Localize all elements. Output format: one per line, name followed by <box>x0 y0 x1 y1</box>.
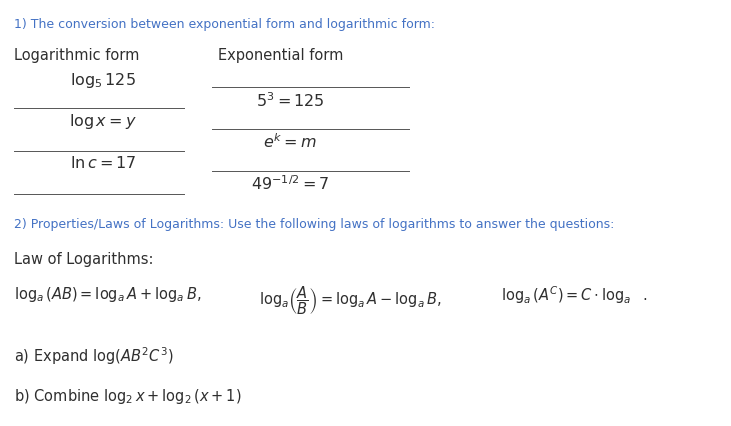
Text: a) Expand $\log(AB^2C^3)$: a) Expand $\log(AB^2C^3)$ <box>15 345 174 366</box>
Text: Exponential form: Exponential form <box>219 48 344 63</box>
Text: $\log_a(AB) = \log_a A + \log_a B,$: $\log_a(AB) = \log_a A + \log_a B,$ <box>15 284 202 303</box>
Text: Logarithmic form: Logarithmic form <box>15 48 140 63</box>
Text: $\ln c = 17$: $\ln c = 17$ <box>69 155 136 170</box>
Text: b) Combine $\log_2 x + \log_2(x+1)$: b) Combine $\log_2 x + \log_2(x+1)$ <box>15 386 242 405</box>
Text: $\log x = y$: $\log x = y$ <box>69 112 137 131</box>
Text: 1) The conversion between exponential form and logarithmic form:: 1) The conversion between exponential fo… <box>15 17 436 31</box>
Text: $\log_a\!\left(\dfrac{A}{B}\right) = \log_a A - \log_a B,$: $\log_a\!\left(\dfrac{A}{B}\right) = \lo… <box>260 284 442 317</box>
Text: $\log_a(A^C) = C \cdot \log_a$  .: $\log_a(A^C) = C \cdot \log_a$ . <box>501 284 647 306</box>
Text: Law of Logarithms:: Law of Logarithms: <box>15 251 154 266</box>
Text: $49^{-1/2} = 7$: $49^{-1/2} = 7$ <box>251 174 329 193</box>
Text: $\log_5 125$: $\log_5 125$ <box>70 71 136 90</box>
Text: 2) Properties/Laws of Logarithms: Use the following laws of logarithms to answer: 2) Properties/Laws of Logarithms: Use th… <box>15 217 615 230</box>
Text: $5^3 = 125$: $5^3 = 125$ <box>256 91 325 109</box>
Text: $e^k = m$: $e^k = m$ <box>263 132 317 151</box>
